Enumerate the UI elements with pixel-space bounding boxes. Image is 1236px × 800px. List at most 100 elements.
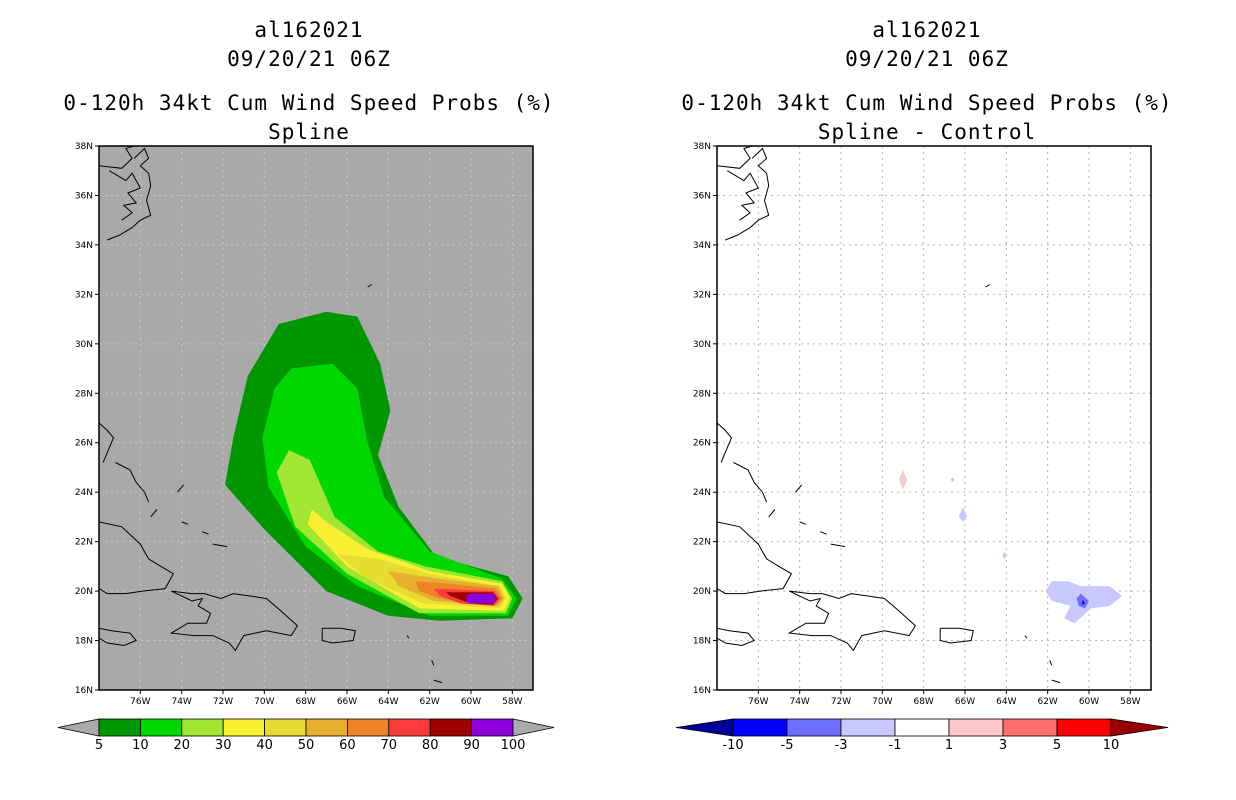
coastline <box>431 660 435 666</box>
lon-label: 76W <box>748 697 768 707</box>
lon-label: 66W <box>337 697 357 707</box>
product-title: 0-120h 34kt Cum Wind Speed Probs (%) <box>63 91 555 115</box>
lat-label: 34N <box>693 241 711 251</box>
coastline <box>1051 679 1061 684</box>
lat-label: 20N <box>693 587 711 597</box>
colorbar-label: 40 <box>256 738 273 753</box>
colorbar-segment <box>139 718 183 737</box>
lat-label: 38N <box>693 142 711 152</box>
lon-label: 70W <box>254 697 274 707</box>
coastline <box>181 521 189 525</box>
colorbar-segment <box>732 718 788 737</box>
lat-label: 36N <box>693 191 711 201</box>
colorbar-segment <box>894 718 950 737</box>
coastline <box>202 531 209 535</box>
lat-label: 18N <box>693 637 711 647</box>
lon-label: 70W <box>872 697 892 707</box>
colorbar-segment <box>429 718 473 737</box>
coastline <box>717 146 753 169</box>
map-frame <box>716 145 1152 691</box>
colorbar-label: 10 <box>1103 738 1120 753</box>
probability-contour-20 <box>276 450 513 614</box>
lat-label: 20N <box>75 587 93 597</box>
lat-label: 24N <box>75 488 93 498</box>
coastline <box>367 284 373 288</box>
coastline <box>1024 635 1028 639</box>
colorbar-label: 90 <box>463 738 480 753</box>
colorbar-segment <box>346 718 390 737</box>
colorbar-left-arrow <box>57 718 100 737</box>
lat-label: 30N <box>693 340 711 350</box>
colorbar-segment <box>786 718 842 737</box>
colorbar-label: -1 <box>889 738 902 753</box>
coastline <box>1060 693 1062 698</box>
colorbar-right-arrow <box>1110 718 1169 737</box>
coastline <box>321 627 356 644</box>
lat-label: 24N <box>693 488 711 498</box>
lat-label: 28N <box>75 389 93 399</box>
lon-label: 72W <box>213 697 233 707</box>
colorbar-segment <box>305 718 348 737</box>
map-layer <box>717 146 1151 698</box>
coastline <box>725 147 770 241</box>
colorbar-label: 70 <box>381 738 398 753</box>
coastline <box>406 635 410 639</box>
probability-contour-90 <box>464 593 497 604</box>
colorbar-label: -10 <box>722 738 743 753</box>
coastline <box>717 627 756 647</box>
coastline <box>99 422 115 463</box>
lon-label: 60W <box>461 697 481 707</box>
colorbar-segment <box>1056 718 1112 737</box>
colorbar-label: 10 <box>132 738 149 753</box>
colorbar-segment <box>98 718 141 737</box>
subtitle: Spline - Control <box>817 120 1037 144</box>
colorbar-left-arrow <box>675 718 734 737</box>
lon-label: 60W <box>1079 697 1099 707</box>
coastline <box>830 543 846 548</box>
colorbar-label: 20 <box>174 738 191 753</box>
lon-label: 64W <box>378 697 398 707</box>
lon-label: 68W <box>295 697 315 707</box>
lat-label: 30N <box>75 340 93 350</box>
coastline <box>212 543 228 548</box>
difference-contour-negative_1_3 <box>950 477 955 483</box>
lon-label: 74W <box>171 697 191 707</box>
lat-label: 34N <box>75 241 93 251</box>
datetime-title: 09/20/21 06Z <box>845 47 1009 71</box>
coastline <box>99 146 135 169</box>
colorbar-segment <box>840 718 896 737</box>
difference-contour-positive_1_3 <box>898 469 908 490</box>
probability-map: 38N 36N 34N 32N 30N 28N 26N 24N 22N 20N 18N 16N 76W 7… <box>57 142 555 753</box>
lat-label: 36N <box>75 191 93 201</box>
storm-id-title: al162021 <box>872 18 982 42</box>
coastline <box>109 170 142 221</box>
coastline <box>733 462 768 503</box>
coastline <box>768 509 776 518</box>
lon-label: 58W <box>502 697 522 707</box>
difference-contour-negative_1_3 <box>958 507 968 522</box>
coastline <box>787 590 917 652</box>
colorbar-label: 50 <box>298 738 315 753</box>
lat-label: 22N <box>693 538 711 548</box>
lon-label: 72W <box>831 697 851 707</box>
lon-label: 76W <box>130 697 150 707</box>
colorbar-label: 5 <box>95 738 103 753</box>
coastline <box>727 170 760 221</box>
difference-map: 38N 36N 34N 32N 30N 28N 26N 24N 22N 20N 18N 16N 76W 7… <box>675 142 1169 753</box>
subtitle: Spline <box>268 120 350 144</box>
lat-label: 26N <box>75 439 93 449</box>
coastline <box>99 627 138 647</box>
lat-label: 28N <box>693 389 711 399</box>
lon-label: 62W <box>419 697 439 707</box>
coastline <box>169 590 299 652</box>
colorbar-segment <box>388 718 431 737</box>
map-frame <box>98 145 534 691</box>
lat-label: 16N <box>693 686 711 696</box>
colorbar-segment <box>471 718 514 737</box>
lat-label: 26N <box>693 439 711 449</box>
product-title: 0-120h 34kt Cum Wind Speed Probs (%) <box>681 91 1173 115</box>
lat-label: 38N <box>75 142 93 152</box>
coastline <box>115 462 150 503</box>
coastline <box>717 521 793 595</box>
lon-label: 68W <box>913 697 933 707</box>
